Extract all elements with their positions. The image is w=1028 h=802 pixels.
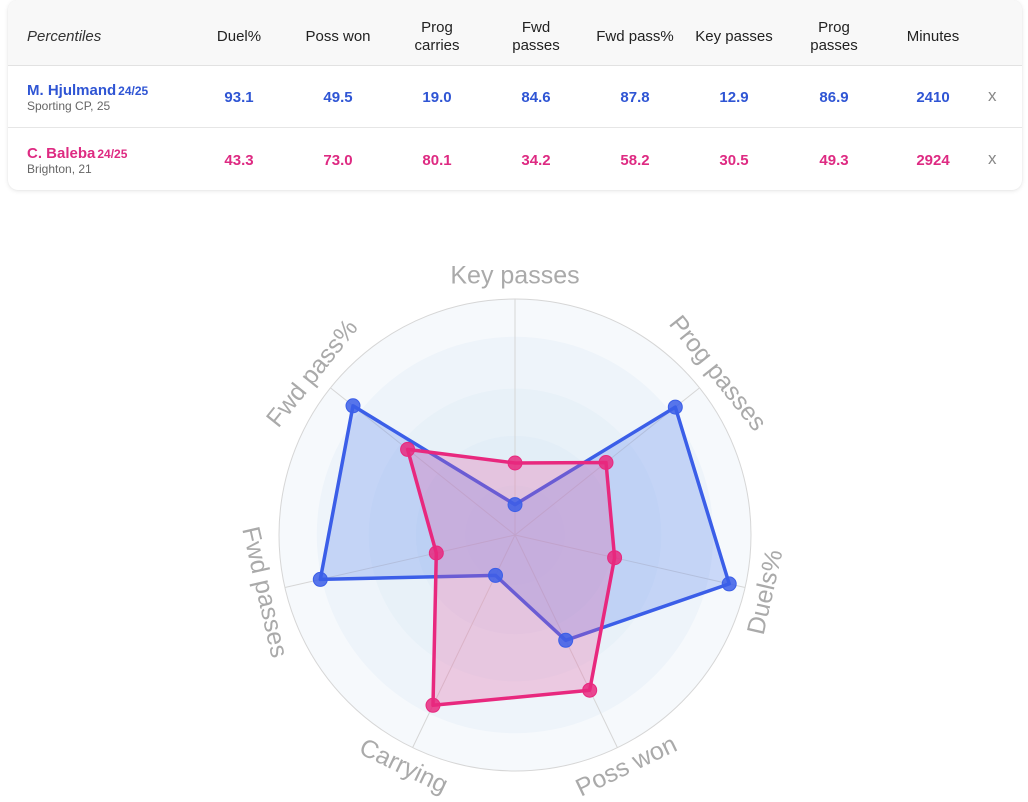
remove-player-button[interactable]: x bbox=[988, 149, 997, 168]
player-row-1: M. Hjulmand 24/25 Sporting CP, 25 93.1 49.… bbox=[8, 66, 1022, 128]
player-name: M. Hjulmand 24/25 bbox=[27, 82, 149, 99]
data-point bbox=[428, 545, 444, 561]
stat-value: 86.9 bbox=[819, 89, 849, 106]
column-header[interactable]: Prog carries bbox=[389, 19, 485, 55]
column-header-line: passes bbox=[512, 37, 560, 54]
column-header[interactable]: Key passes bbox=[686, 28, 782, 46]
column-header-line: Key passes bbox=[695, 28, 773, 45]
stat-value: 30.5 bbox=[719, 152, 749, 169]
data-point bbox=[312, 571, 328, 587]
stat-value: 73.0 bbox=[323, 152, 353, 169]
column-header[interactable]: Fwd passes bbox=[488, 19, 584, 55]
stat-value: 49.3 bbox=[819, 152, 849, 169]
column-header-line: Duel% bbox=[216, 28, 262, 45]
stat-value: 58.2 bbox=[620, 152, 650, 169]
data-point bbox=[507, 455, 523, 471]
data-point bbox=[721, 576, 737, 592]
axis-label: Key passes bbox=[450, 262, 579, 290]
stat-value: 12.9 bbox=[719, 89, 749, 106]
remove-player-button[interactable]: x bbox=[988, 86, 997, 105]
player-name: C. Baleba 24/25 bbox=[27, 145, 128, 162]
table-header-label: Percentiles bbox=[27, 28, 102, 45]
data-point bbox=[582, 682, 598, 698]
data-point bbox=[607, 550, 623, 566]
data-point bbox=[507, 497, 523, 513]
comparison-table: Percentiles M. Hjulmand 24/25 Sporting CP… bbox=[8, 0, 1022, 190]
column-header-line: passes bbox=[810, 37, 858, 54]
table-header: Percentiles bbox=[8, 0, 1022, 66]
data-point bbox=[598, 455, 614, 470]
data-point bbox=[488, 567, 503, 583]
data-point bbox=[345, 398, 361, 414]
data-point bbox=[425, 697, 441, 713]
column-header-line: Fwd bbox=[521, 19, 551, 36]
stat-value: 43.3 bbox=[224, 152, 254, 169]
column-header-line: Poss won bbox=[305, 28, 371, 45]
column-header-line: Fwd pass% bbox=[596, 28, 674, 45]
series-area bbox=[405, 447, 617, 708]
stat-value: 49.5 bbox=[323, 89, 353, 106]
column-header[interactable]: Minutes bbox=[885, 28, 981, 46]
stat-value: 93.1 bbox=[224, 89, 254, 106]
stat-value: 87.8 bbox=[620, 89, 650, 106]
stat-value: 34.2 bbox=[521, 152, 551, 169]
series-area bbox=[318, 404, 731, 643]
stat-value: 84.6 bbox=[521, 89, 551, 106]
player-club: Brighton, 21 bbox=[27, 162, 92, 176]
data-point bbox=[667, 399, 683, 415]
stat-value: 2924 bbox=[916, 152, 950, 169]
data-point bbox=[400, 441, 416, 457]
column-header[interactable]: Prog passes bbox=[786, 19, 882, 55]
column-header[interactable]: Duel% bbox=[191, 28, 287, 46]
stat-value: 80.1 bbox=[422, 152, 452, 169]
column-header[interactable]: Poss won bbox=[290, 28, 386, 46]
stat-value: 19.0 bbox=[422, 89, 452, 106]
column-header[interactable]: Fwd pass% bbox=[587, 28, 683, 46]
player-club: Sporting CP, 25 bbox=[27, 99, 111, 113]
axis-line bbox=[514, 534, 746, 589]
data-point bbox=[558, 632, 574, 648]
stat-value: 2410 bbox=[916, 89, 950, 106]
player-row-2: C. Baleba 24/25 Brighton, 21 43.3 73.0 80.1… bbox=[8, 129, 1022, 190]
column-header-line: Prog bbox=[421, 19, 453, 36]
column-header-line: Minutes bbox=[906, 28, 960, 45]
column-header-line: carries bbox=[414, 37, 460, 54]
column-header-line: Prog bbox=[818, 19, 850, 36]
